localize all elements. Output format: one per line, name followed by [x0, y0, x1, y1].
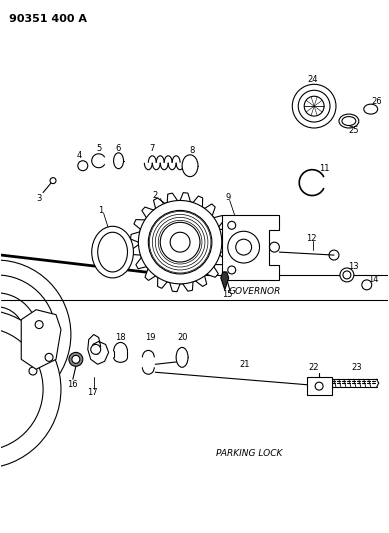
Text: 2: 2 [152, 191, 158, 200]
Polygon shape [88, 335, 109, 364]
Text: 4: 4 [76, 151, 81, 160]
Text: 15: 15 [223, 290, 233, 300]
Polygon shape [131, 192, 230, 292]
Text: 90351 400 A: 90351 400 A [9, 14, 88, 24]
Text: 23: 23 [352, 363, 362, 372]
Circle shape [50, 177, 56, 183]
Circle shape [315, 382, 323, 390]
Text: 25: 25 [349, 126, 359, 135]
Ellipse shape [364, 104, 378, 114]
Circle shape [0, 328, 43, 451]
Ellipse shape [114, 153, 124, 169]
Text: 20: 20 [178, 333, 188, 342]
Circle shape [69, 352, 83, 366]
Ellipse shape [92, 227, 133, 278]
Text: 6: 6 [116, 144, 121, 154]
Circle shape [148, 211, 212, 274]
Circle shape [78, 161, 88, 171]
Circle shape [0, 260, 71, 409]
Ellipse shape [176, 348, 188, 367]
Circle shape [0, 310, 61, 469]
Text: 26: 26 [371, 96, 382, 106]
Circle shape [362, 280, 372, 290]
Text: 7: 7 [150, 144, 155, 154]
Text: 11: 11 [319, 164, 329, 173]
Circle shape [45, 353, 53, 361]
Text: 9: 9 [225, 193, 230, 202]
Ellipse shape [182, 155, 198, 176]
Circle shape [72, 356, 80, 364]
Text: 8: 8 [189, 147, 195, 155]
Polygon shape [222, 215, 279, 280]
Polygon shape [221, 272, 229, 290]
Ellipse shape [98, 232, 128, 272]
Text: 16: 16 [68, 379, 78, 389]
Bar [307, 377, 332, 395]
Text: PARKING LOCK: PARKING LOCK [216, 449, 283, 458]
Circle shape [91, 344, 101, 354]
Text: 21: 21 [239, 360, 250, 369]
Text: 3: 3 [37, 194, 42, 203]
Text: 13: 13 [349, 262, 359, 271]
Text: GOVERNOR: GOVERNOR [228, 287, 281, 296]
Text: 17: 17 [88, 387, 98, 397]
Ellipse shape [339, 114, 359, 128]
Circle shape [35, 321, 43, 328]
Text: 1: 1 [98, 206, 103, 215]
Text: 5: 5 [96, 144, 101, 154]
Circle shape [0, 306, 24, 362]
Text: 14: 14 [368, 276, 379, 285]
Circle shape [292, 84, 336, 128]
Text: 24: 24 [307, 75, 317, 84]
Text: 22: 22 [309, 363, 319, 372]
Circle shape [340, 268, 354, 282]
Circle shape [0, 275, 56, 394]
Text: 19: 19 [145, 333, 156, 342]
Circle shape [138, 200, 222, 284]
Text: 18: 18 [115, 333, 126, 342]
Circle shape [0, 293, 38, 376]
Polygon shape [21, 310, 61, 369]
Text: 12: 12 [306, 233, 316, 243]
